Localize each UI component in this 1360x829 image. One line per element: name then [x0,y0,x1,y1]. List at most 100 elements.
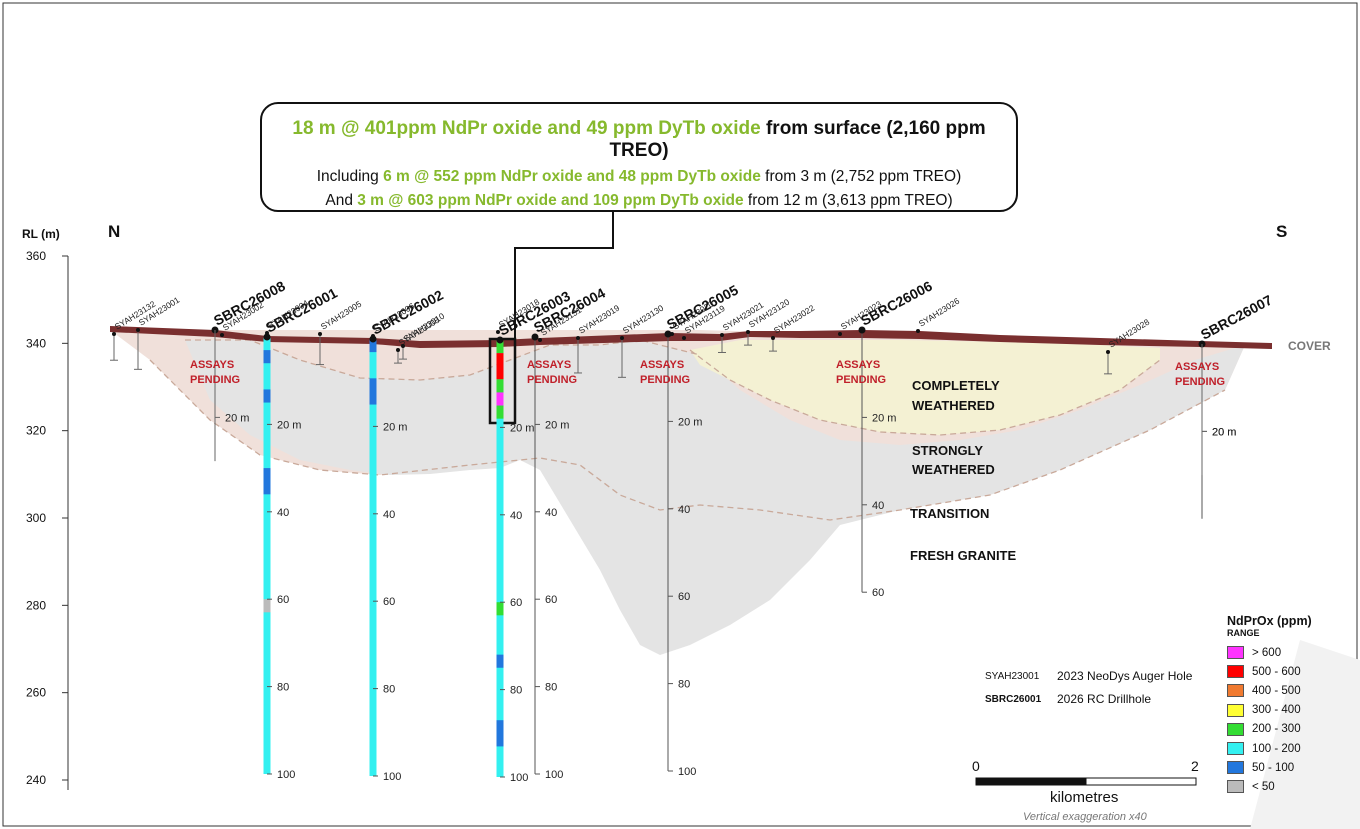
auger-key-id: SYAH23001 [985,670,1040,682]
legend-label: 200 - 300 [1252,723,1301,736]
depth-label: 80 [510,685,522,697]
depth-label: 60 [383,596,395,608]
depth-label: 80 [545,682,557,694]
depth-label: 60 [872,587,884,599]
depth-label: 40 [510,510,522,522]
depth-label: 80 [277,682,289,694]
callout-headline: 18 m @ 401ppm NdPr oxide and 49 ppm DyTb… [292,118,986,161]
auger-collar [1106,350,1110,354]
legend-row: 50 - 100 [1227,758,1347,777]
rc-hole-label: SBRC26007 [1198,292,1275,343]
rl-tick-label: 240 [26,773,46,787]
zone-boundary [185,339,701,381]
zone-boundary [689,349,1161,436]
vertical-exaggeration-note: Vertical exaggeration x40 [1023,811,1147,823]
legend-title: NdPrOx (ppm) [1227,614,1312,628]
completely-weathered-label: COMPLETELY [912,378,1000,393]
legend-label: 50 - 100 [1252,761,1295,774]
legend-row: 200 - 300 [1227,720,1347,739]
completely-weathered-zone [690,340,1160,435]
fresh-granite-label: FRESH GRANITE [910,548,1017,563]
rl-tick-label: 320 [26,424,46,438]
assays-pending-label: PENDING [640,374,690,386]
strongly-weathered-label: STRONGLY [912,443,983,458]
rl-tick-label: 360 [26,249,46,263]
auger-collar [220,333,224,337]
legend-subtitle: RANGE [1227,628,1260,638]
depth-label: 40 [872,500,884,512]
rc-key-id: SBRC26001 [985,693,1042,705]
results-callout: 18 m @ 401ppm NdPr oxide and 49 ppm DyTb… [260,102,1018,212]
assay-interval [263,599,271,613]
legend-label: 500 - 600 [1252,665,1301,678]
legend-swatch [1227,722,1244,736]
auger-collar [265,331,269,335]
rc-collar [369,335,377,343]
legend-row: 300 - 400 [1227,701,1347,720]
ndprox-legend: NdPrOx (ppm) RANGE > 600 500 - 600 400 - 5… [1227,614,1347,797]
auger-collar [746,330,750,334]
assay-interval [496,340,504,354]
assay-interval [263,389,271,403]
depth-label: 60 [678,591,690,603]
auger-collar [496,330,500,334]
assay-interval [263,468,271,495]
depth-label: 20 m [1212,426,1236,438]
depth-label: 20 m [1212,426,1236,438]
scale-end: 2 [1191,758,1199,774]
assay-interval [369,339,377,353]
depth-label: 20 m [872,412,896,424]
depth-label: 40 [678,504,690,516]
assay-interval [369,339,377,776]
depth-label: 20 m [277,419,301,431]
depth-label: 100 [277,769,295,781]
depth-label: 60 [277,594,289,606]
legend-row: 100 - 200 [1227,739,1347,758]
depth-label: 100 [383,771,401,783]
legend-label: > 600 [1252,646,1282,659]
depth-label: 20 m [383,421,407,433]
legend-swatch [1227,761,1244,775]
rc-collar [531,333,539,341]
rc-key-desc: 2026 RC Drillhole [1057,692,1152,706]
legend-swatch [1227,742,1244,756]
auger-collar [620,336,624,340]
auger-collar [318,332,322,336]
north-label: N [108,222,120,241]
south-label: S [1276,222,1287,241]
rl-tick-label: 340 [26,336,46,350]
legend-row: < 50 [1227,777,1347,796]
depth-label: 100 [510,772,528,784]
depth-label: 80 [678,679,690,691]
assay-interval [496,379,504,393]
hole-type-key: SYAH23001 2023 NeoDys Auger Hole SBRC2600… [985,669,1192,715]
assay-interval [496,720,504,747]
background-shape [1250,640,1360,829]
assay-interval [496,340,504,777]
depth-label: 40 [383,509,395,521]
rl-axis: RL (m) 360 340 320 300 280 260 240 [22,227,69,790]
rl-tick-label: 260 [26,686,46,700]
scale-start: 0 [972,758,980,774]
cover-layer [110,326,1272,349]
scale-unit: kilometres [1050,789,1119,806]
depth-label: 20 m [545,419,569,431]
legend-swatch [1227,665,1244,679]
depth-label: 40 [277,507,289,519]
auger-collar [538,338,542,342]
legend-swatch [1227,703,1244,717]
legend-swatch [1227,646,1244,660]
assay-interval [496,602,504,616]
zone-boundary [149,359,1226,521]
auger-collar [771,336,775,340]
assays-pending-label: ASSAYS [1175,361,1219,373]
cover-label: COVER [1288,339,1331,353]
rc-collar [496,336,504,344]
assay-interval [496,353,504,380]
depth-label: 80 [383,684,395,696]
callout-and: And 3 m @ 603 ppm NdPr oxide and 109 ppm… [325,192,953,209]
auger-collar [371,334,375,338]
depth-label: 20 m [225,412,249,424]
transition-zone [185,340,1245,655]
